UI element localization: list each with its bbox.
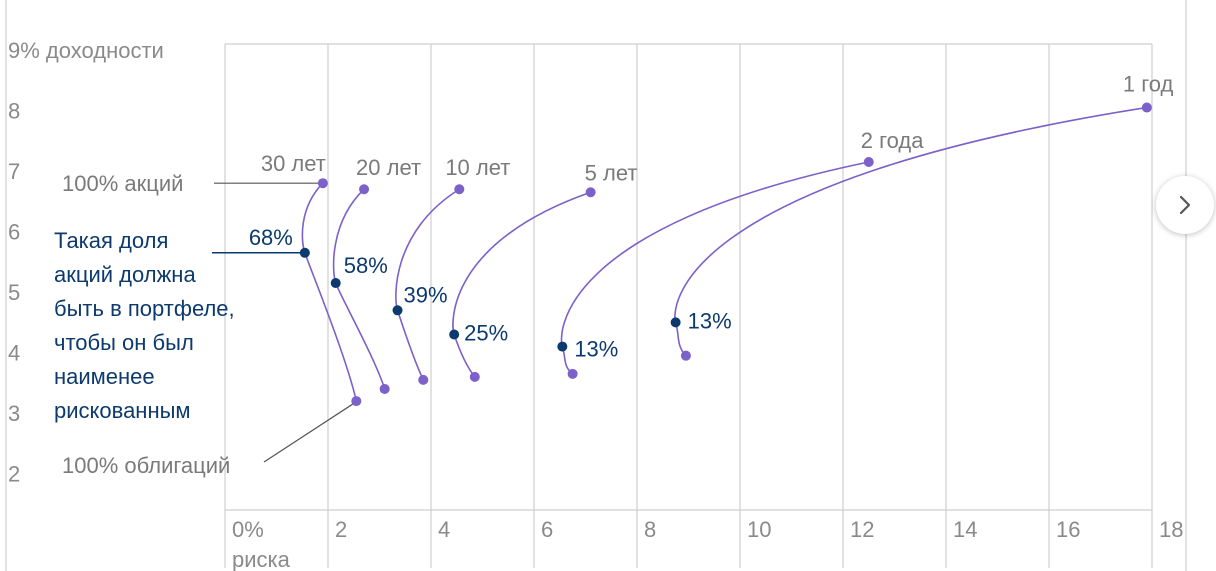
series-label: 20 лет [356,155,421,180]
optimal-point [392,305,403,316]
series-labels: 30 лет 68% 20 лет 58% 10 лет 39% 5 лет 25% 2 год… [249,72,1174,362]
optimal-point [557,341,568,352]
bonds-point [379,383,390,394]
bonds-point [567,368,578,379]
stocks-point [359,184,370,195]
x-tick-label: 16 [1056,517,1080,542]
y-tick-label: 7 [8,159,20,184]
series-label: 10 лет [445,155,510,180]
series-curves [301,106,1147,402]
optimal-share-label: 25% [464,320,508,345]
annotation-note-line: быть в портфеле, [54,296,235,321]
series-label: 1 год [1123,72,1174,97]
y-axis-label: 9% доходности [8,38,164,63]
annotation-note-line: рискованным [54,398,191,423]
y-tick-label: 5 [8,280,20,305]
series-label: 2 года [861,128,924,153]
x-tick-label: 2 [335,517,347,542]
optimal-share-label: 58% [344,253,388,278]
annotation-note-line: акций должна [54,262,196,287]
y-tick-label: 6 [8,220,20,245]
annotation-stocks: 100% акций [62,171,183,196]
y-axis-ticks: 9% доходности 8 7 6 5 4 3 2 [8,38,164,487]
chevron-right-icon [1179,195,1191,215]
optimal-share-label: 13% [574,337,618,362]
x-tick-label: 12 [850,517,874,542]
optimal-point [670,317,681,328]
frontier-curve [332,188,386,390]
stocks-point [454,184,465,195]
annotation-note-line: Такая доля [54,228,168,253]
stocks-point [585,187,596,198]
y-tick-label: 2 [8,462,20,487]
stocks-point [863,157,874,168]
annotation-bonds: 100% облигаций [62,453,230,478]
bonds-point [469,371,480,382]
next-slide-button[interactable] [1156,176,1214,234]
frontier-curve [452,191,591,378]
frontier-curve [560,161,869,375]
grid-lines [5,0,1187,571]
bonds-point [351,396,362,407]
x-tick-label: 14 [953,517,977,542]
optimal-share-label: 68% [249,225,293,250]
x-tick-label: 4 [438,517,450,542]
y-tick-label: 4 [8,341,20,366]
y-tick-label: 3 [8,401,20,426]
annotation-note-line: чтобы он был [54,330,194,355]
x-tick-label: 18 [1159,517,1183,542]
y-tick-label: 8 [8,99,20,124]
series-label: 5 лет [585,160,638,185]
frontier-curve [674,106,1147,357]
annotation-bonds-leader [263,402,355,463]
x-tick-label: 0% [232,517,264,542]
frontier-curve [301,182,358,402]
bonds-point [680,350,691,361]
annotations: 100% акций 100% облигаций Такая доля акций … [54,171,355,478]
optimal-share-label: 13% [688,308,732,333]
optimal-point [330,278,341,289]
bonds-point [418,374,429,385]
annotation-note-line: наименее [54,364,155,389]
x-tick-label: 8 [644,517,656,542]
stocks-point [1141,102,1152,113]
optimal-point [299,247,310,258]
series-label: 30 лет [261,151,326,176]
optimal-point [449,329,460,340]
stocks-point [317,178,328,189]
series-points [299,102,1152,407]
x-tick-label: 6 [541,517,553,542]
x-axis-label: риска [232,547,291,571]
x-tick-label: 10 [747,517,771,542]
optimal-share-label: 39% [404,282,448,307]
x-axis-ticks: 0% 2 4 6 8 10 12 14 16 18 риска [232,517,1183,571]
